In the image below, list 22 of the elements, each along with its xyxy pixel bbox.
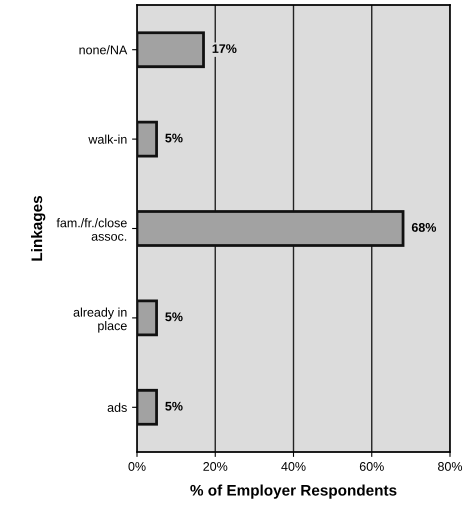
data-label: 68% <box>412 223 436 232</box>
data-label: 5% <box>165 402 183 411</box>
bar <box>137 120 158 158</box>
y-tick-label: already in place <box>74 308 127 333</box>
x-tick-label: 60% <box>360 462 384 471</box>
x-tick-label: 40% <box>281 462 306 471</box>
bar <box>137 388 158 426</box>
y-tick-label: fam./fr./close assoc. <box>56 218 127 241</box>
x-axis-title: % of Employer Respondents <box>190 484 396 499</box>
x-tick-label: 0% <box>128 462 146 471</box>
bar <box>137 31 205 68</box>
data-label: 17% <box>212 44 237 54</box>
y-axis-title: Linkages <box>31 196 46 261</box>
y-tick-label: walk-in <box>88 134 126 144</box>
data-label: 5% <box>165 312 183 322</box>
bar <box>137 300 158 336</box>
bar <box>137 210 404 247</box>
x-tick-label: 80% <box>438 462 462 471</box>
y-tick-label: none/NA <box>79 45 128 54</box>
x-tick-label: 20% <box>203 462 228 471</box>
data-label: 5% <box>165 134 183 142</box>
y-tick-label: ads <box>108 402 127 412</box>
